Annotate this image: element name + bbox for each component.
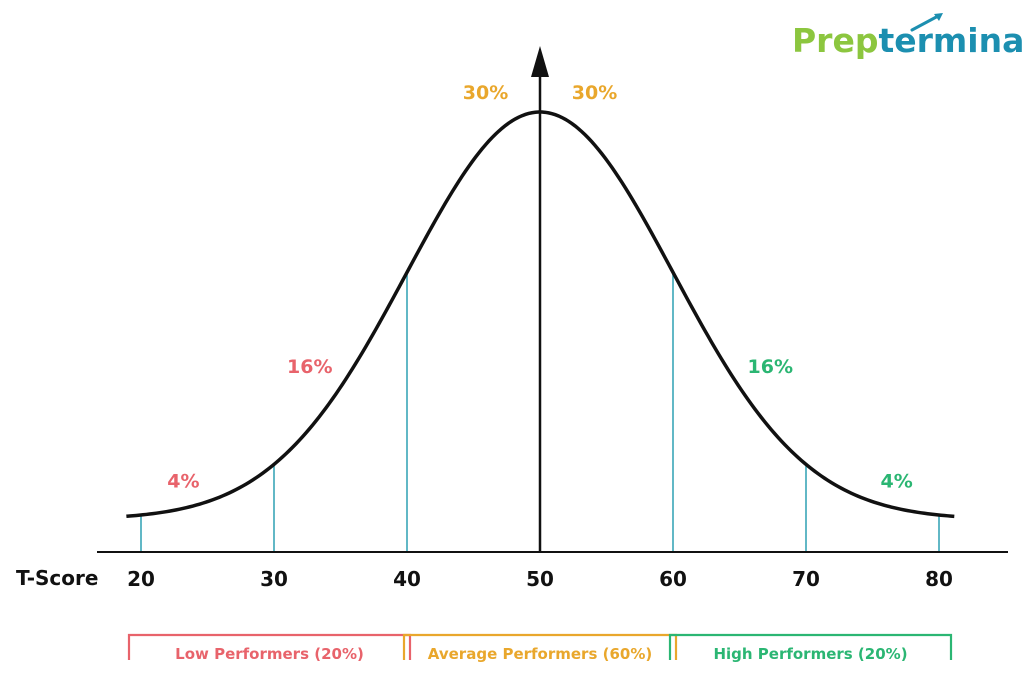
group-bracket: [127, 633, 412, 660]
group-label: Low Performers (20%): [175, 645, 364, 663]
brand-name-part2: terminal: [878, 21, 1024, 60]
x-tick-label: 50: [526, 567, 554, 591]
x-tick-label: 60: [659, 567, 687, 591]
segment-percent-label: 30%: [572, 82, 617, 104]
group-bracket: [402, 633, 678, 660]
brand-logo: Prepterminal: [792, 13, 1024, 60]
segment-percent-label: 16%: [748, 356, 793, 378]
brand-swoosh-icon: [910, 13, 942, 32]
segment-percent-label: 16%: [287, 356, 332, 378]
performer-groups: Low Performers (20%) Average Performers (…: [127, 633, 953, 663]
brand-name-part1: Prep: [792, 21, 878, 60]
group-label: High Performers (20%): [713, 645, 907, 663]
x-axis-label: T-Score: [16, 566, 98, 590]
x-tick-label: 80: [925, 567, 953, 591]
x-tick-labels: 20 30 40 50 60 70 80: [127, 567, 953, 591]
segment-percent-labels: 4% 16% 30% 30% 16% 4%: [167, 82, 913, 493]
brand-arrowhead-icon: [934, 13, 943, 21]
segment-percent-label: 4%: [167, 471, 199, 493]
svg-text:Prepterminal: Prepterminal: [792, 21, 1024, 60]
segment-percent-label: 30%: [463, 82, 508, 104]
segment-boundary-lines: [140, 272, 940, 552]
up-arrow-icon: [531, 46, 549, 77]
group-label: Average Performers (60%): [428, 645, 652, 663]
x-tick-label: 40: [393, 567, 421, 591]
x-tick-label: 30: [260, 567, 288, 591]
x-tick-label: 20: [127, 567, 155, 591]
group-bracket: [668, 633, 953, 660]
segment-percent-label: 4%: [881, 471, 913, 493]
x-tick-label: 70: [792, 567, 820, 591]
